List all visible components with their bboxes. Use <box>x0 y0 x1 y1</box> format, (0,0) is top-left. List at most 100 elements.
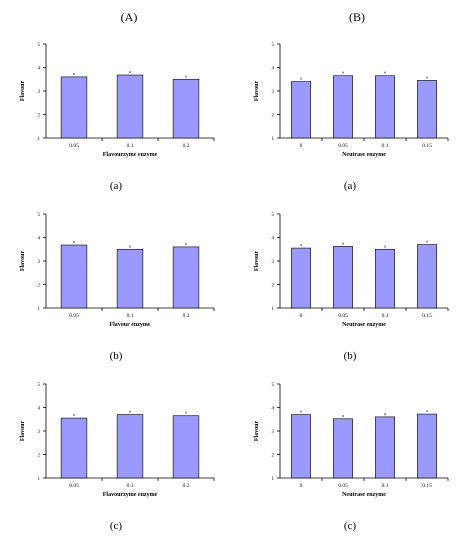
bar-data-label: a <box>185 73 187 78</box>
x-tick-label: 0.05 <box>69 143 79 149</box>
bar <box>60 76 88 139</box>
bar <box>375 75 395 139</box>
bar-chart: 1 2 3 4 5 Flavour a 0 a 0.05 a 0.1 a 0.15 Neutrase enz… <box>254 43 449 158</box>
y-tick-label: 3 <box>272 430 275 435</box>
y-axis-label: Flavour <box>20 81 26 102</box>
bar-data-label: a <box>342 240 344 245</box>
y-tick-label: 5 <box>272 43 275 48</box>
bar <box>291 414 311 479</box>
chart-sub-label: (b) <box>109 350 123 362</box>
bar-data-label: a <box>185 241 187 246</box>
x-axis-label: Flavourzyme enzyme <box>103 492 158 498</box>
y-tick-label: 3 <box>272 260 275 265</box>
y-tick-label: 2 <box>38 114 41 119</box>
x-tick-label: 0.2 <box>183 483 190 489</box>
bar <box>291 247 311 309</box>
y-axis-label: Flavour <box>254 421 260 442</box>
bar <box>333 75 353 139</box>
chart-panel: 1 2 3 4 5 Flavour a 0.05 a 0.1 a 0.2 Flavourzyme enz… <box>6 40 226 192</box>
bar-data-label: a <box>300 242 302 247</box>
x-tick-label: 0.05 <box>338 483 348 489</box>
bar <box>60 417 88 479</box>
y-tick-label: 5 <box>38 43 41 48</box>
bar-chart: 1 2 3 4 5 Flavour a 0.05 a 0.1 a 0.2 Flavourzyme enz… <box>20 383 215 498</box>
x-tick-label: 0.1 <box>382 143 389 149</box>
x-tick-label: 0.1 <box>382 313 389 319</box>
bar-data-label: a <box>384 411 386 416</box>
bar <box>417 80 437 139</box>
y-tick-label: 1 <box>272 137 275 142</box>
x-tick-label: 0.15 <box>422 313 432 319</box>
bar <box>291 81 311 139</box>
bar-data-label: a <box>384 243 386 248</box>
x-axis-label: Flavour enzyme <box>109 322 150 328</box>
y-tick-label: 2 <box>38 454 41 459</box>
y-tick-label: 5 <box>272 383 275 388</box>
chart-panel: 1 2 3 4 5 Flavour a 0 a 0.05 a 0.1 a 0.15 Neutrase enz… <box>240 40 460 192</box>
bar <box>116 248 144 309</box>
bar <box>375 248 395 309</box>
y-tick-label: 4 <box>272 237 275 242</box>
x-axis-label: Flavourzyme enzyme <box>103 152 158 158</box>
chart-sub-label: (c) <box>343 520 357 532</box>
y-tick-label: 3 <box>38 90 41 95</box>
y-tick-label: 5 <box>272 213 275 218</box>
bar-chart: 1 2 3 4 5 Flavour a 0.05 a 0.1 a 0.2 Flavour enzyme <box>20 213 215 328</box>
y-tick-label: 3 <box>38 260 41 265</box>
x-tick-label: 0 <box>300 483 303 489</box>
y-tick-label: 1 <box>38 477 41 482</box>
chart-panel: 1 2 3 4 5 Flavour a 0.05 a 0.1 a 0.2 Flavour enzyme … <box>6 210 226 362</box>
x-axis-label: Neutrase enzyme <box>342 152 386 158</box>
bar <box>60 244 88 309</box>
bar-chart: 1 2 3 4 5 Flavour a 0.05 a 0.1 a 0.2 Flavourzyme enz… <box>20 43 215 158</box>
bar-data-label: a <box>129 409 131 414</box>
bar-data-label: a <box>342 413 344 418</box>
y-tick-label: 1 <box>272 307 275 312</box>
x-tick-label: 0.05 <box>338 313 348 319</box>
x-axis-label: Neutrase enzyme <box>342 492 386 498</box>
x-tick-label: 0.1 <box>127 143 134 149</box>
y-axis-label: Flavour <box>254 251 260 272</box>
chart-sub-label: (c) <box>109 520 123 532</box>
bar <box>417 413 437 479</box>
column-label-b: (B) <box>349 10 365 24</box>
y-tick-label: 4 <box>38 407 41 412</box>
bar <box>116 74 144 139</box>
x-tick-label: 0.2 <box>183 313 190 319</box>
bar-data-label: a <box>384 70 386 75</box>
x-tick-label: 0.1 <box>127 313 134 319</box>
bar-data-label: a <box>129 69 131 74</box>
bar-data-label: a <box>73 412 75 417</box>
bar <box>375 416 395 479</box>
y-tick-label: 5 <box>38 213 41 218</box>
y-tick-label: 3 <box>272 90 275 95</box>
y-axis-label: Flavour <box>20 251 26 272</box>
bar-data-label: a <box>426 408 428 413</box>
bar <box>172 78 200 139</box>
y-axis-label: Flavour <box>20 421 26 442</box>
y-tick-label: 4 <box>272 67 275 72</box>
bar-data-label: a <box>426 74 428 79</box>
y-axis-label: Flavour <box>254 81 260 102</box>
x-axis-label: Neutrase enzyme <box>342 322 386 328</box>
chart-panel: 1 2 3 4 5 Flavour a 0 a 0.05 a 0.1 a 0.15 Neutrase enz… <box>240 210 460 362</box>
bar-data-label: a <box>300 76 302 81</box>
x-tick-label: 0.15 <box>422 483 432 489</box>
bar-data-label: a <box>129 243 131 248</box>
chart-panel: 1 2 3 4 5 Flavour a 0.05 a 0.1 a 0.2 Flavourzyme enz… <box>6 380 226 532</box>
y-tick-label: 4 <box>38 67 41 72</box>
bar <box>333 418 353 479</box>
y-tick-label: 1 <box>38 137 41 142</box>
y-tick-label: 5 <box>38 383 41 388</box>
x-tick-label: 0.05 <box>338 143 348 149</box>
bar-data-label: a <box>342 70 344 75</box>
chart-sub-label: (b) <box>343 350 357 362</box>
x-tick-label: 0.1 <box>382 483 389 489</box>
x-tick-label: 0.1 <box>127 483 134 489</box>
chart-sub-label: (a) <box>343 180 357 192</box>
bar-data-label: a <box>426 239 428 244</box>
bar <box>333 246 353 309</box>
y-tick-label: 4 <box>272 407 275 412</box>
chart-sub-label: (a) <box>109 180 123 192</box>
x-tick-label: 0 <box>300 313 303 319</box>
